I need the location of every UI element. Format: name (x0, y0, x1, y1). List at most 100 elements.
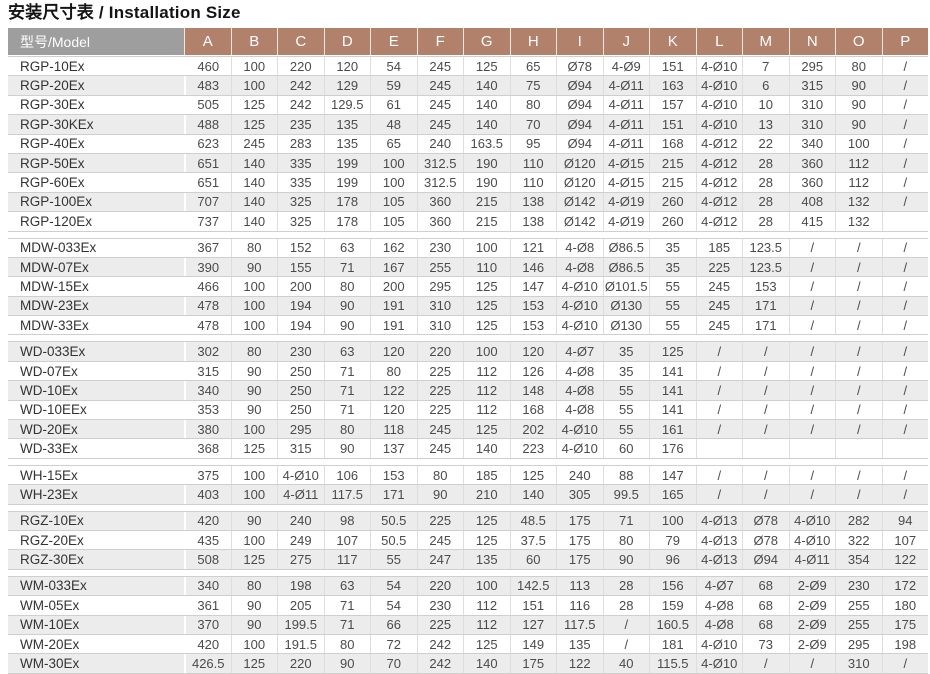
cell-h: 149 (509, 634, 557, 654)
cell-d: 117.5 (323, 485, 371, 504)
cell-n: 340 (788, 134, 836, 153)
cell-i: 4-Ø10 (556, 420, 603, 439)
cell-a: 707 (184, 192, 231, 212)
cell-d: 178 (323, 192, 371, 212)
cell-n: 4-Ø11 (788, 550, 836, 569)
cell-o: 90 (835, 115, 882, 134)
cell-h: 37.5 (509, 530, 557, 550)
cell-a: 361 (184, 596, 231, 615)
cell-e: 66 (370, 615, 417, 634)
cell-m: 68 (742, 615, 789, 634)
cell-c: 242 (277, 95, 324, 115)
cell-a: 483 (184, 76, 231, 95)
cell-j: 80 (602, 530, 650, 550)
cell-k: 260 (649, 192, 696, 212)
cell-l: / (695, 465, 743, 485)
cell-k: 55 (649, 277, 696, 296)
cell-m: 10 (742, 95, 789, 115)
cell-p: 172 (881, 576, 929, 596)
cell-a: 380 (184, 420, 231, 439)
cell-h: 148 (509, 381, 557, 400)
cell-i: 4-Ø7 (556, 342, 603, 361)
cell-i: Ø142 (556, 192, 603, 212)
cell-k: 141 (649, 381, 696, 400)
cell-l: 4-Ø7 (695, 576, 743, 596)
cell-n: 408 (788, 192, 836, 212)
cell-l: 4-Ø10 (695, 57, 743, 76)
model-cell: RGP-30KEx (20, 116, 94, 132)
cell-h: 142.5 (509, 576, 557, 596)
cell-o: 255 (835, 596, 882, 615)
cell-l: 4-Ø10 (695, 95, 743, 115)
cell-c: 240 (277, 511, 324, 530)
cell-m: / (742, 654, 789, 673)
cell-g: 112 (463, 381, 510, 400)
model-column-header: 型号/Model (8, 28, 184, 55)
cell-e: 54 (370, 576, 417, 596)
cell-o: / (835, 485, 882, 504)
table-section-rgz: RGZ-10Ex 420 90 240 98 50.5 225 125 48.5 175 71 100… (8, 510, 929, 570)
cell-l: 245 (695, 277, 743, 296)
cell-o: 100 (835, 134, 882, 153)
cell-g: 135 (463, 550, 510, 569)
table-row: RGP-50Ex 651 140 335 199 100 312.5 190 110 Ø120 4-… (8, 153, 928, 174)
cell-k: 163 (649, 76, 696, 95)
cell-b: 100 (230, 277, 278, 296)
cell-a: 340 (184, 576, 231, 596)
cell-p: 94 (881, 511, 929, 530)
cell-g: 112 (463, 596, 510, 615)
column-header-o: O (835, 28, 882, 55)
cell-g: 215 (463, 192, 510, 212)
cell-c: 205 (277, 596, 324, 615)
cell-o: / (835, 361, 882, 381)
cell-d: 129.5 (323, 95, 371, 115)
cell-e: 65 (370, 134, 417, 153)
cell-c: 250 (277, 400, 324, 420)
cell-d: 90 (323, 316, 371, 335)
cell-n: / (788, 361, 836, 381)
cell-g: 125 (463, 420, 510, 439)
cell-p: / (881, 400, 929, 420)
cell-b: 100 (230, 485, 278, 504)
cell-j: Ø130 (602, 296, 650, 316)
table-row: MDW-33Ex 478 100 194 90 191 310 125 153 4-Ø10 Ø130… (8, 316, 928, 336)
cell-h: 153 (509, 296, 557, 316)
column-header-p: P (881, 28, 928, 55)
cell-d: 199 (323, 173, 371, 192)
cell-l: / (695, 342, 743, 361)
cell-h: 48.5 (509, 511, 557, 530)
cell-b: 125 (230, 654, 278, 673)
cell-p: / (881, 277, 929, 296)
cell-a: 426.5 (184, 654, 231, 673)
cell-p: / (881, 654, 929, 673)
cell-m: Ø78 (742, 511, 789, 530)
cell-d: 199 (323, 153, 371, 173)
cell-m: 123.5 (742, 238, 789, 257)
cell-p: / (881, 465, 929, 485)
cell-l: 4-Ø10 (695, 654, 743, 673)
table-row: WM-10Ex 370 90 199.5 71 66 225 112 127 117.5/160.… (8, 615, 928, 635)
cell-g: 125 (463, 296, 510, 316)
model-cell: MDW-033Ex (20, 240, 97, 256)
cell-f: 312.5 (416, 173, 464, 192)
cell-f: 220 (416, 342, 464, 361)
model-cell: RGZ-10Ex (20, 513, 84, 529)
cell-k: 260 (649, 212, 696, 231)
cell-l: 4-Ø10 (695, 634, 743, 654)
cell-n: / (788, 465, 836, 485)
cell-c: 325 (277, 212, 324, 231)
model-cell: RGP-30Ex (20, 97, 85, 113)
cell-m: 171 (742, 316, 789, 335)
cell-g: 100 (463, 576, 510, 596)
cell-m: 13 (742, 115, 789, 134)
cell-e: 191 (370, 296, 417, 316)
cell-a: 623 (184, 134, 231, 153)
cell-d: 71 (323, 257, 371, 277)
cell-e: 100 (370, 173, 417, 192)
cell-p: / (881, 173, 929, 192)
cell-m: 73 (742, 634, 789, 654)
cell-k: 151 (649, 115, 696, 134)
cell-p: 198 (881, 634, 929, 654)
cell-m: / (742, 342, 789, 361)
